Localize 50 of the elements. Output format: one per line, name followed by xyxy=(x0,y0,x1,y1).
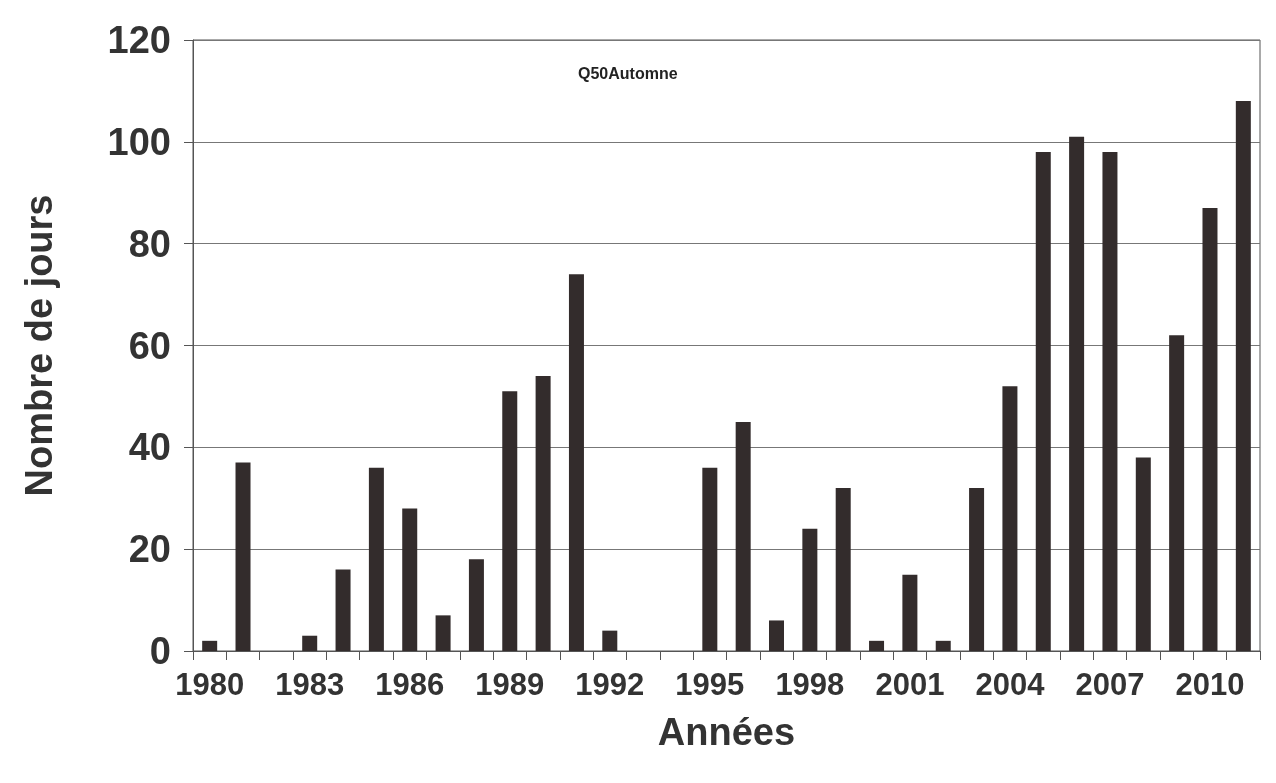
bar xyxy=(368,467,384,651)
y-tick-label: 20 xyxy=(128,528,171,571)
y-tick-label: 60 xyxy=(128,324,171,367)
bar xyxy=(235,462,251,651)
bar xyxy=(568,274,584,651)
x-tick-label: 1980 xyxy=(175,667,245,702)
bar xyxy=(302,635,318,651)
bar xyxy=(1069,136,1085,651)
x-tick-label: 2007 xyxy=(1075,667,1145,702)
bar xyxy=(1035,152,1051,651)
x-tick-label: 1995 xyxy=(675,667,745,702)
bar xyxy=(402,508,418,651)
y-tick-label: 40 xyxy=(128,426,171,469)
x-tick-label: 1989 xyxy=(475,667,545,702)
bar xyxy=(969,488,985,651)
x-tick-label: 1998 xyxy=(775,667,845,702)
x-tick-label: 2010 xyxy=(1175,667,1245,702)
bar xyxy=(435,615,451,651)
y-tick-label: 120 xyxy=(107,19,171,61)
bar xyxy=(1002,386,1018,651)
x-tick-label: 1992 xyxy=(575,667,645,702)
bar xyxy=(535,376,551,651)
bar xyxy=(602,630,618,651)
bar xyxy=(335,569,351,651)
bar xyxy=(1102,152,1118,651)
bar xyxy=(468,559,484,651)
bar xyxy=(1202,208,1218,651)
bar xyxy=(1135,457,1151,651)
bar xyxy=(702,467,718,651)
text: Q50Automne xyxy=(578,64,678,82)
y-tick-label: 80 xyxy=(128,222,171,265)
bar xyxy=(902,574,918,651)
bar xyxy=(769,620,785,651)
bar xyxy=(735,421,751,651)
bar xyxy=(1235,101,1251,651)
y-tick-label: 100 xyxy=(107,120,171,163)
bar xyxy=(502,391,518,651)
bar xyxy=(869,640,885,651)
bar xyxy=(202,640,218,651)
bar xyxy=(1169,335,1185,651)
y-tick-label: 0 xyxy=(149,630,171,672)
x-tick-label: 1983 xyxy=(275,667,345,702)
bar xyxy=(935,640,951,651)
x-axis-title: Années xyxy=(657,711,796,753)
x-tick-label: 2004 xyxy=(975,667,1046,702)
bar xyxy=(835,488,851,651)
bar xyxy=(802,528,818,651)
x-tick-label: 1986 xyxy=(375,667,445,702)
x-tick-label: 2001 xyxy=(875,667,945,702)
y-axis-title: Nombre de jours xyxy=(18,194,60,497)
